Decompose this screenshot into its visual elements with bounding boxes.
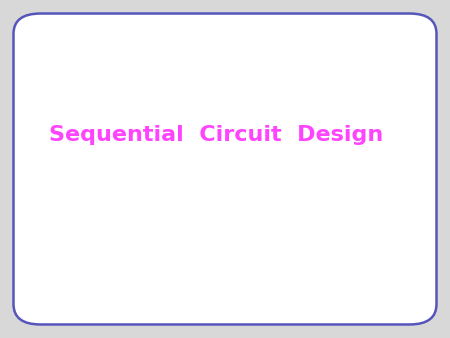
FancyBboxPatch shape [14,14,436,324]
Text: Sequential  Circuit  Design: Sequential Circuit Design [49,125,383,145]
